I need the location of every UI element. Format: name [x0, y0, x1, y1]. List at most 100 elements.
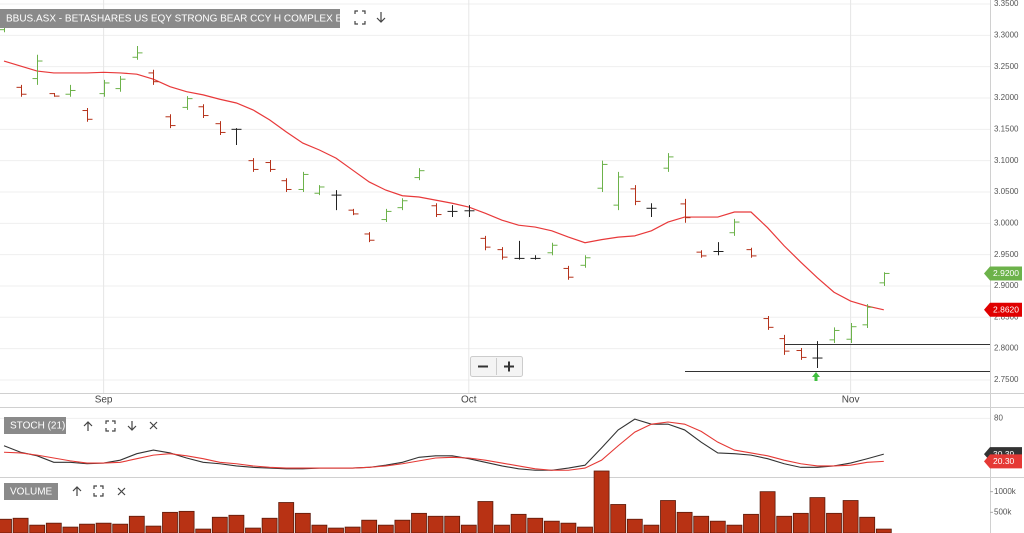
- chart-title: BBUS.ASX - BETASHARES US EQY STRONG BEAR…: [6, 14, 354, 25]
- signal-arrow: [812, 372, 820, 381]
- volume-close-button[interactable]: [117, 487, 126, 496]
- price-tag-label: 30.39: [993, 449, 1015, 459]
- volume-bar: [62, 526, 79, 533]
- volume-bar: [626, 518, 643, 533]
- volume-bar: [261, 517, 278, 533]
- volume-bar: [411, 512, 427, 533]
- volume-bar: [112, 523, 129, 533]
- stoch-close-button[interactable]: [149, 421, 158, 430]
- stoch-line: [3, 418, 884, 471]
- y-tick-label: 3.2000: [994, 93, 1019, 102]
- volume-bar: [344, 526, 361, 533]
- volume-bar: [29, 524, 46, 533]
- stoch-line: [3, 421, 884, 471]
- volume-bar: [245, 527, 261, 533]
- volume-bar: [444, 515, 461, 533]
- volume-bar: [875, 528, 892, 533]
- volume-bar: [128, 515, 145, 533]
- volume-bar: [145, 525, 162, 533]
- volume-bar: [560, 522, 577, 533]
- x-tick-label: Nov: [842, 395, 860, 406]
- volume-bar: [278, 502, 295, 533]
- y-tick-label: 3.2500: [994, 62, 1019, 71]
- stoch-down-button[interactable]: [127, 421, 137, 431]
- y-tick-label: 3.1000: [994, 156, 1019, 165]
- y-tick-label: 2.8500: [994, 312, 1019, 321]
- price-tag-label: 20.30: [993, 456, 1015, 466]
- volume-bar: [178, 510, 195, 533]
- volume-bar: [427, 515, 444, 533]
- volume-bar: [394, 519, 411, 533]
- volume-bar: [743, 513, 759, 533]
- y-tick-label: 3.3000: [994, 30, 1019, 39]
- volume-bar: [759, 491, 776, 533]
- y-tick-label: 3.3500: [994, 0, 1019, 8]
- volume-bar: [477, 501, 494, 533]
- volume-up-button[interactable]: [72, 486, 82, 496]
- volume-bar: [328, 527, 344, 533]
- price-tag: [984, 454, 1022, 469]
- y-tick-label: 2.9000: [994, 281, 1019, 290]
- volume-bar: [377, 524, 394, 533]
- volume-bar: [460, 524, 477, 533]
- volume-bar: [842, 500, 859, 533]
- volume-bar: [859, 516, 876, 533]
- y-tick-label: 3.0500: [994, 187, 1019, 196]
- moving-average: [3, 60, 884, 311]
- volume-bar: [12, 517, 29, 533]
- y-tick-label: 2.7500: [994, 375, 1019, 384]
- y-tick-label: 2.9500: [994, 250, 1019, 259]
- volume-title-box: [4, 483, 58, 500]
- volume-bar: [311, 524, 328, 533]
- x-tick-label: Oct: [461, 395, 477, 406]
- volume-bar: [792, 512, 809, 533]
- price-tag: [984, 266, 1022, 281]
- volume-bar: [95, 522, 112, 533]
- y-tick-label: 1000k: [994, 487, 1017, 496]
- volume-fullscreen-button[interactable]: [93, 485, 104, 497]
- title-box: [0, 9, 340, 28]
- volume-bar: [709, 520, 726, 533]
- y-tick-label: 500k: [994, 507, 1012, 516]
- volume-bar: [610, 504, 627, 533]
- volume-bar: [228, 514, 245, 533]
- volume-bar: [643, 524, 660, 533]
- price-tag-label: 2.9200: [993, 268, 1019, 278]
- zoom-in-button[interactable]: [504, 361, 514, 372]
- volume-bar: [211, 516, 228, 533]
- volume-bar: [593, 470, 610, 533]
- volume-bar: [79, 523, 95, 533]
- price-tag: [984, 302, 1022, 317]
- y-tick-label: 80: [994, 414, 1003, 423]
- stoch-title: STOCH (21): [10, 421, 65, 432]
- volume-bar: [809, 497, 826, 533]
- volume-bar: [510, 513, 527, 533]
- volume-bar: [676, 511, 693, 533]
- stoch-title-box: [4, 417, 66, 434]
- x-tick-label: Sep: [95, 395, 113, 406]
- volume-title: VOLUME: [10, 487, 53, 498]
- y-tick-label: 2.8000: [994, 344, 1019, 353]
- fullscreen-button[interactable]: [354, 10, 366, 25]
- volume-bar: [162, 511, 178, 533]
- y-tick-label: 3.0000: [994, 218, 1019, 227]
- volume-bar: [195, 528, 212, 533]
- volume-bar: [726, 524, 743, 533]
- zoom-controls: [470, 356, 523, 377]
- volume-bar: [577, 526, 593, 533]
- price-tag-label: 2.8620: [993, 305, 1019, 315]
- volume-bar: [826, 512, 842, 533]
- volume-bar: [693, 515, 710, 533]
- volume-bar: [543, 520, 560, 533]
- volume-bar: [660, 500, 676, 533]
- stoch-up-button[interactable]: [83, 421, 93, 431]
- volume-bar: [527, 517, 544, 533]
- stoch-fullscreen-button[interactable]: [105, 420, 116, 432]
- y-tick-label: 3.1500: [994, 124, 1019, 133]
- download-button[interactable]: [376, 12, 386, 23]
- volume-bar: [494, 524, 510, 533]
- volume-bar: [294, 512, 311, 533]
